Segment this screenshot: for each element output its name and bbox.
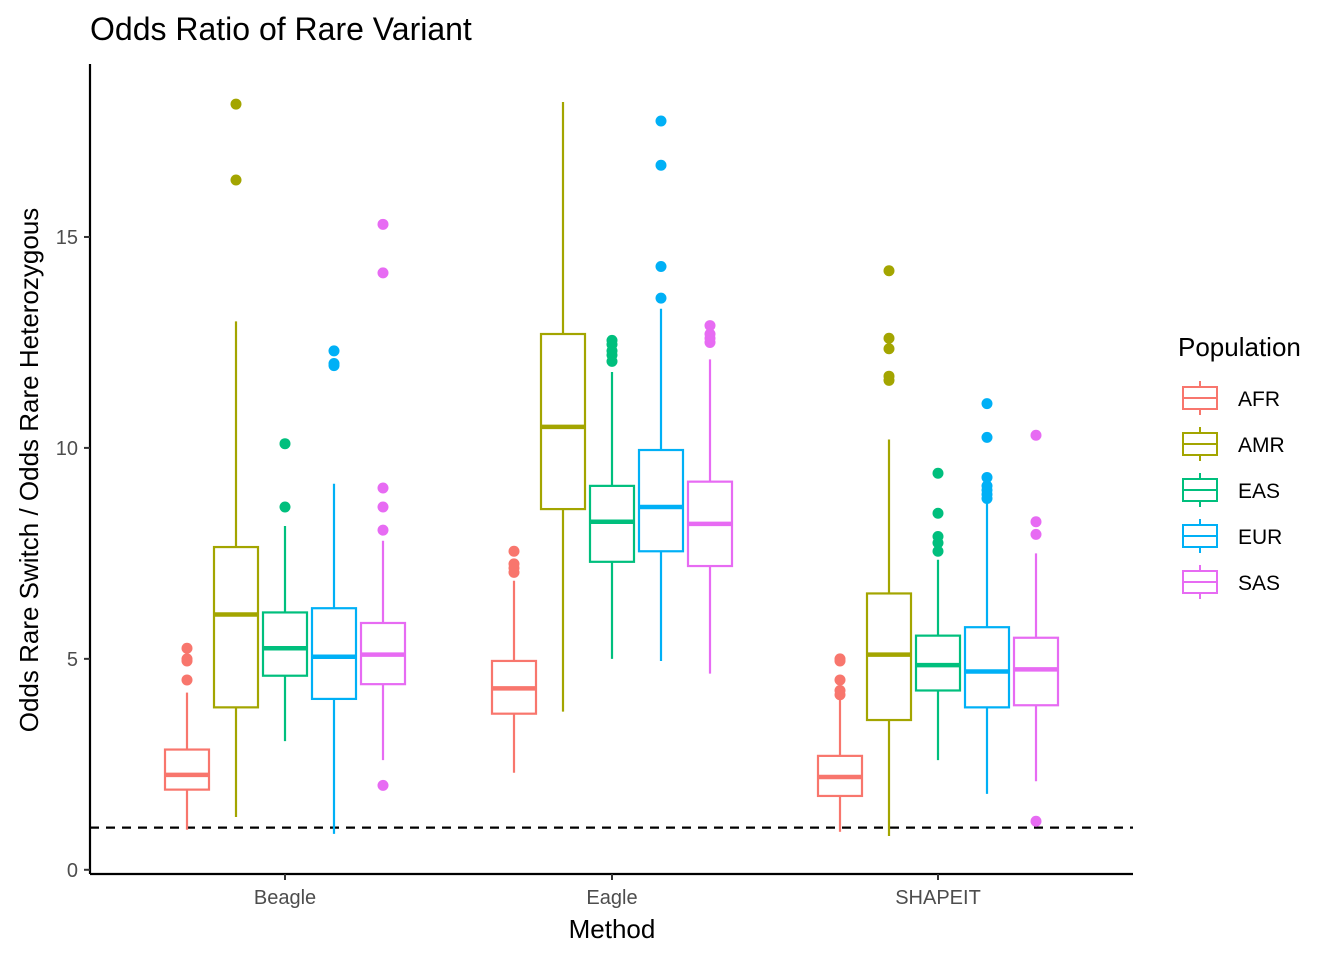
outlier-point	[377, 218, 389, 230]
outlier-point	[932, 531, 944, 542]
outlier-point	[704, 328, 716, 340]
y-tick-label: 0	[67, 860, 78, 882]
legend-item-afr: AFR	[1182, 381, 1280, 415]
outlier-point	[328, 345, 340, 357]
outlier-point	[704, 320, 716, 332]
outlier-point	[230, 174, 242, 186]
outlier-point	[932, 545, 944, 557]
outlier-point	[377, 524, 389, 536]
outlier-point	[981, 471, 993, 483]
y-tick-label: 5	[67, 649, 78, 671]
outlier-point	[834, 653, 846, 665]
legend-item-eur: EUR	[1182, 519, 1282, 553]
legend-label: SAS	[1238, 572, 1280, 595]
outlier-point	[1030, 815, 1042, 827]
y-tick-label: 10	[56, 438, 78, 460]
outlier-point	[883, 343, 895, 355]
outlier-point	[181, 674, 193, 686]
outlier-point	[981, 398, 993, 410]
outlier-point	[279, 501, 291, 513]
outlier-point	[1030, 429, 1042, 441]
series-eas	[261, 334, 962, 761]
outlier-point	[328, 358, 340, 370]
outlier-point	[508, 545, 520, 557]
outlier-point	[377, 779, 389, 791]
legend-item-eas: EAS	[1182, 473, 1280, 507]
outlier-point	[181, 642, 193, 654]
legend-label: AMR	[1238, 434, 1285, 457]
outlier-point	[1030, 516, 1042, 528]
box	[539, 332, 587, 511]
x-tick-label: SHAPEIT	[895, 887, 981, 909]
box	[963, 626, 1011, 709]
box	[163, 748, 211, 791]
outlier-point	[834, 684, 846, 696]
x-tick-label: Eagle	[586, 887, 637, 909]
outlier-point	[377, 267, 389, 279]
outlier-point	[377, 501, 389, 513]
outlier-point	[230, 98, 242, 110]
legend-item-amr: AMR	[1182, 427, 1285, 461]
plot-area: 0 5 10 15 Beagle Eagle SHAPEIT	[56, 64, 1133, 909]
outlier-point	[883, 332, 895, 344]
legend-label: EUR	[1238, 526, 1282, 549]
y-axis-label: Odds Rare Switch / Odds Rare Heterozygou…	[14, 208, 44, 733]
outlier-point	[655, 261, 667, 272]
legend-item-sas: SAS	[1182, 565, 1280, 599]
outlier-point	[508, 558, 520, 570]
x-tick-label: Beagle	[254, 887, 316, 909]
outlier-point	[932, 467, 944, 479]
outlier-point	[883, 265, 895, 277]
series-afr	[163, 545, 864, 832]
outlier-point	[606, 334, 618, 346]
outlier-point	[655, 115, 667, 127]
outlier-point	[981, 431, 993, 443]
outlier-point	[981, 480, 993, 492]
outlier-point	[655, 159, 667, 171]
outlier-point	[655, 292, 667, 304]
series-amr	[212, 98, 913, 837]
box	[310, 607, 358, 701]
outlier-point	[181, 653, 193, 665]
outlier-point	[377, 482, 389, 494]
legend-title: Population	[1178, 332, 1301, 362]
outlier-point	[1030, 528, 1042, 540]
legend: Population AFR AMR EAS EUR SAS	[1178, 332, 1301, 599]
legend-label: EAS	[1238, 480, 1280, 503]
chart-title: Odds Ratio of Rare Variant	[90, 11, 472, 47]
legend-label: AFR	[1238, 388, 1280, 411]
box	[637, 448, 685, 553]
outlier-point	[279, 438, 291, 450]
y-tick-label: 15	[56, 227, 78, 249]
outlier-point	[883, 370, 895, 382]
series-sas	[359, 218, 1060, 827]
series-eur	[310, 115, 1011, 834]
box	[261, 611, 309, 677]
outlier-point	[834, 674, 846, 686]
outlier-point	[932, 507, 944, 519]
box	[212, 545, 260, 709]
x-axis-label: Method	[569, 914, 656, 944]
